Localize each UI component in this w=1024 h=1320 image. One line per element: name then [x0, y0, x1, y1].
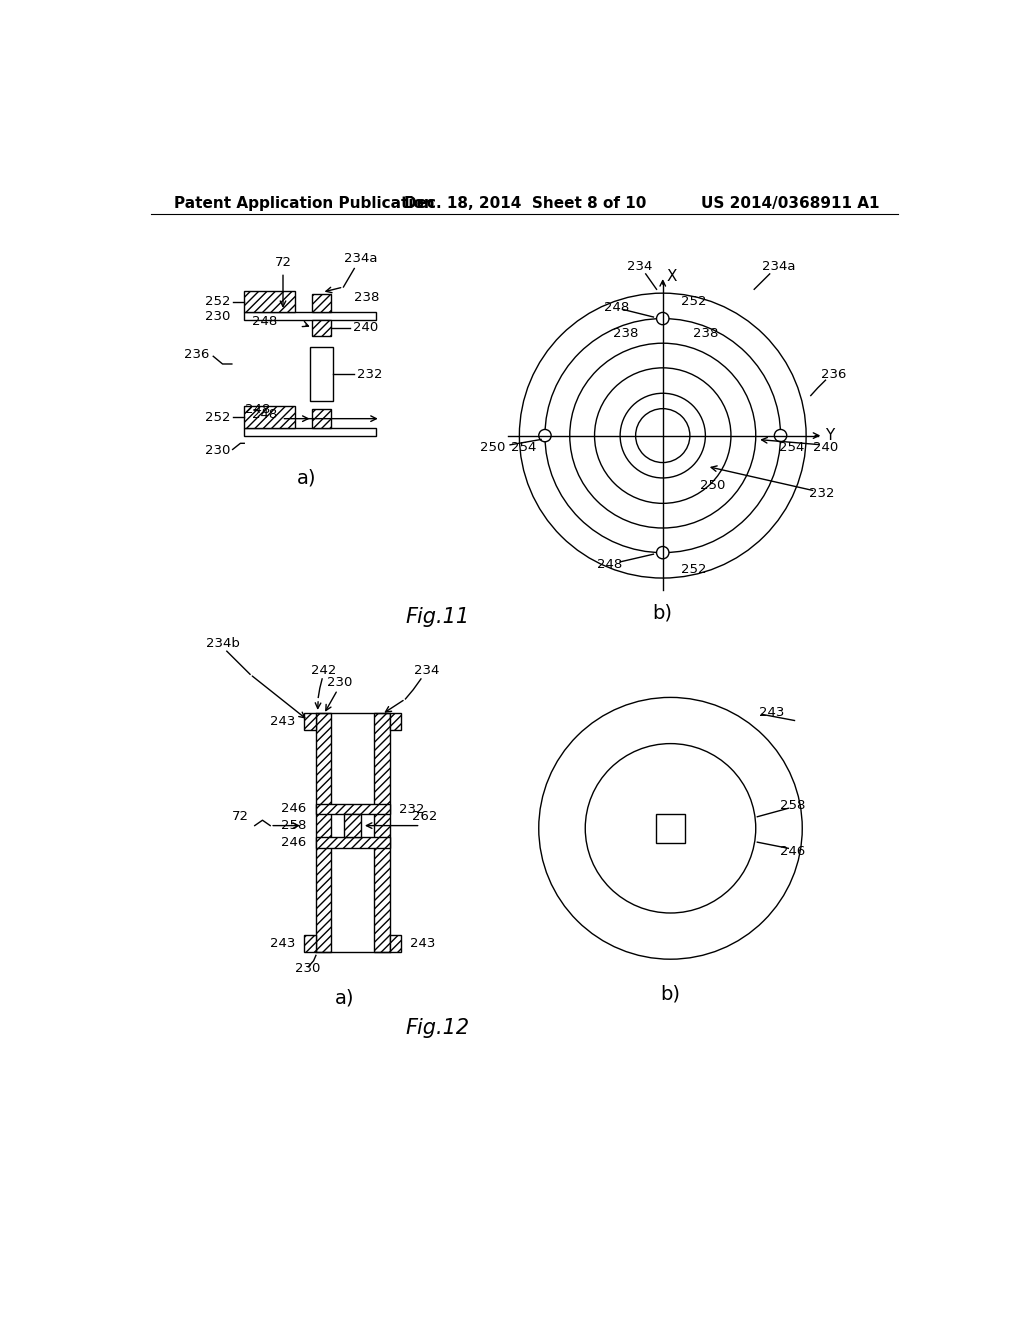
Bar [374, 713, 389, 952]
Text: Fig.12: Fig.12 [406, 1019, 470, 1039]
Bar [316, 804, 389, 814]
Text: 252: 252 [205, 411, 230, 424]
Bar [304, 713, 316, 730]
Text: 243: 243 [269, 714, 295, 727]
Text: 252: 252 [681, 296, 707, 308]
Text: 248: 248 [252, 408, 278, 421]
Text: 262: 262 [412, 810, 437, 822]
Bar [389, 713, 401, 730]
Circle shape [656, 546, 669, 558]
Text: 250: 250 [700, 479, 726, 492]
Text: X: X [667, 269, 677, 284]
Bar [245, 428, 376, 436]
Bar [245, 407, 295, 428]
Text: 72: 72 [274, 256, 292, 269]
Text: 230: 230 [327, 676, 352, 689]
Text: 232: 232 [399, 803, 424, 816]
Text: Patent Application Publication: Patent Application Publication [174, 195, 435, 211]
Text: 234a: 234a [344, 252, 377, 265]
Text: 248: 248 [245, 403, 270, 416]
Text: 238: 238 [612, 327, 638, 341]
Text: 243: 243 [759, 706, 784, 719]
Bar [655, 813, 685, 843]
Text: 230: 230 [295, 962, 321, 975]
Text: 248: 248 [252, 315, 278, 329]
Text: 234: 234 [627, 260, 652, 273]
Text: 258: 258 [282, 820, 306, 832]
Circle shape [656, 313, 669, 325]
Text: 234b: 234b [206, 638, 240, 649]
Bar [245, 313, 376, 321]
Text: US 2014/0368911 A1: US 2014/0368911 A1 [701, 195, 880, 211]
Text: Y: Y [824, 428, 834, 444]
Text: 72: 72 [232, 810, 249, 822]
Bar [310, 347, 334, 401]
Circle shape [539, 429, 551, 442]
Text: 248: 248 [603, 301, 629, 314]
Bar [312, 294, 331, 313]
Bar [316, 713, 332, 952]
Text: 240: 240 [352, 321, 378, 334]
Text: 254: 254 [511, 441, 536, 454]
Text: 232: 232 [356, 367, 382, 380]
Text: 236: 236 [184, 348, 209, 362]
Bar [304, 935, 316, 952]
Text: 240: 240 [813, 441, 838, 454]
Text: 243: 243 [269, 936, 295, 949]
Circle shape [774, 429, 786, 442]
Text: a): a) [335, 989, 354, 1007]
Text: 246: 246 [282, 836, 306, 849]
Text: 230: 230 [205, 445, 230, 458]
Text: 232: 232 [809, 487, 835, 500]
Text: Dec. 18, 2014  Sheet 8 of 10: Dec. 18, 2014 Sheet 8 of 10 [403, 195, 646, 211]
Text: 248: 248 [597, 557, 623, 570]
Text: 246: 246 [282, 803, 306, 816]
Text: 254: 254 [779, 441, 805, 454]
Text: b): b) [660, 985, 681, 1003]
Text: 252: 252 [205, 296, 230, 308]
Text: 252: 252 [681, 564, 707, 576]
Text: a): a) [297, 469, 316, 487]
Text: 250: 250 [480, 441, 506, 454]
Text: 242: 242 [311, 664, 336, 677]
Text: 234a: 234a [762, 260, 796, 273]
Text: 243: 243 [411, 936, 436, 949]
Bar [312, 409, 331, 428]
Text: 236: 236 [820, 367, 846, 380]
Text: Fig.11: Fig.11 [406, 607, 470, 627]
Text: 258: 258 [780, 799, 806, 812]
Bar [245, 290, 295, 313]
Text: 230: 230 [205, 310, 230, 323]
Text: 238: 238 [692, 327, 718, 341]
Text: 246: 246 [780, 845, 806, 858]
Bar [316, 837, 389, 847]
Text: b): b) [652, 603, 673, 622]
Bar [312, 321, 331, 335]
Text: 238: 238 [354, 290, 380, 304]
Text: 234: 234 [414, 664, 439, 677]
Bar [344, 814, 361, 837]
Bar [389, 935, 401, 952]
